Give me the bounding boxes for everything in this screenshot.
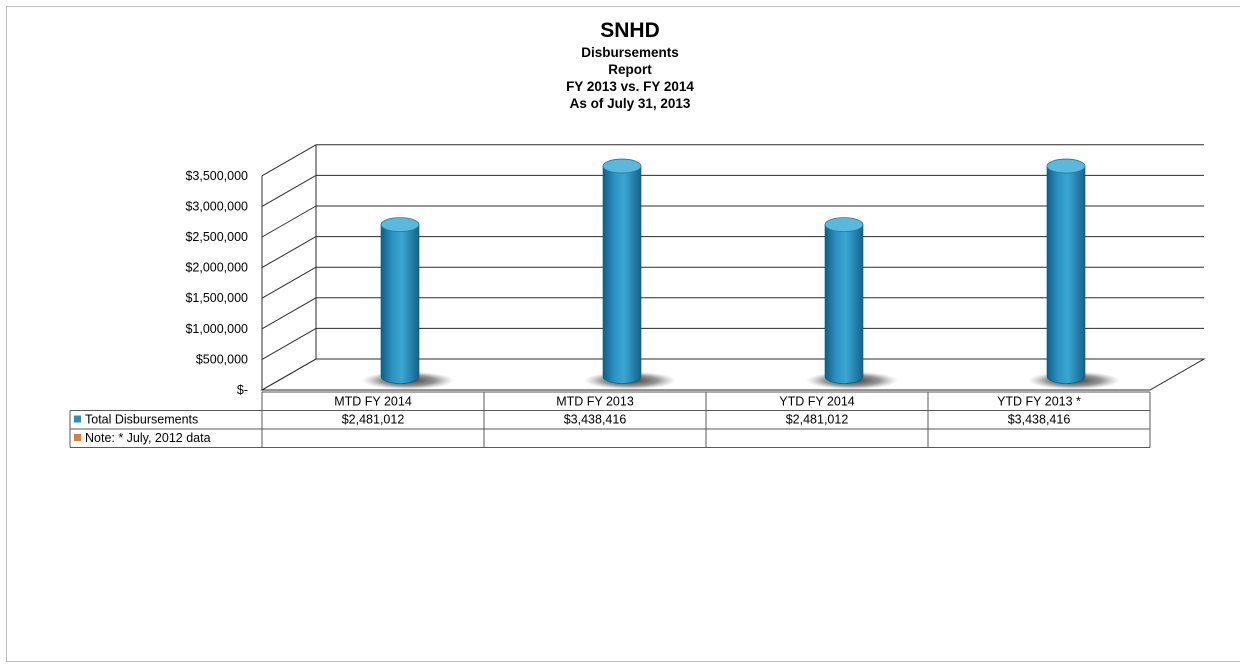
bar xyxy=(1046,165,1086,384)
chart-title: SNHD xyxy=(600,19,660,42)
chart-subtitle-line: FY 2013 vs. FY 2014 xyxy=(566,79,694,94)
gridline-depth xyxy=(261,144,317,177)
bar-top xyxy=(602,158,642,174)
legend-label: Note: * July, 2012 data xyxy=(85,431,211,445)
chart-subtitle-line: Report xyxy=(608,62,652,77)
data-label: $3,438,416 xyxy=(564,413,627,427)
data-label: $2,481,012 xyxy=(342,413,405,427)
x-tick-label: MTD FY 2013 xyxy=(556,395,634,409)
bar xyxy=(380,224,420,384)
y-tick-label: $3,000,000 xyxy=(185,199,248,213)
gridline-depth xyxy=(261,174,317,207)
y-tick-label: $- xyxy=(237,383,248,397)
data-label: $3,438,416 xyxy=(1008,413,1071,427)
chart-subtitle-line: Disbursements xyxy=(581,45,679,60)
bar-top xyxy=(824,217,864,233)
data-label: $2,481,012 xyxy=(786,413,849,427)
chart-subtitle-line: As of July 31, 2013 xyxy=(569,96,691,111)
gridline-depth xyxy=(261,236,317,269)
gridline-depth xyxy=(261,205,317,238)
y-tick-label: $1,000,000 xyxy=(185,322,248,336)
bar xyxy=(602,165,642,384)
y-tick-label: $3,500,000 xyxy=(185,169,248,183)
bar-top xyxy=(380,217,420,233)
legend-swatch xyxy=(74,434,81,441)
bar-top xyxy=(1046,158,1086,174)
gridline-depth xyxy=(261,266,317,299)
y-tick-label: $2,000,000 xyxy=(185,261,248,275)
x-tick-label: MTD FY 2014 xyxy=(334,395,412,409)
y-tick-label: $2,500,000 xyxy=(185,230,248,244)
y-tick-label: $500,000 xyxy=(196,352,248,366)
legend-swatch xyxy=(74,415,81,423)
chart-floor xyxy=(260,358,1206,391)
chart-titles: SNHD Disbursements Report FY 2013 vs. FY… xyxy=(420,18,840,112)
gridline-depth xyxy=(261,297,317,330)
bar xyxy=(824,224,864,384)
x-tick-label: YTD FY 2014 xyxy=(779,395,855,409)
legend-label: Total Disbursements xyxy=(85,413,198,427)
y-tick-label: $1,500,000 xyxy=(185,291,248,305)
gridline-depth xyxy=(261,327,317,360)
x-tick-label: YTD FY 2013 * xyxy=(997,395,1081,409)
